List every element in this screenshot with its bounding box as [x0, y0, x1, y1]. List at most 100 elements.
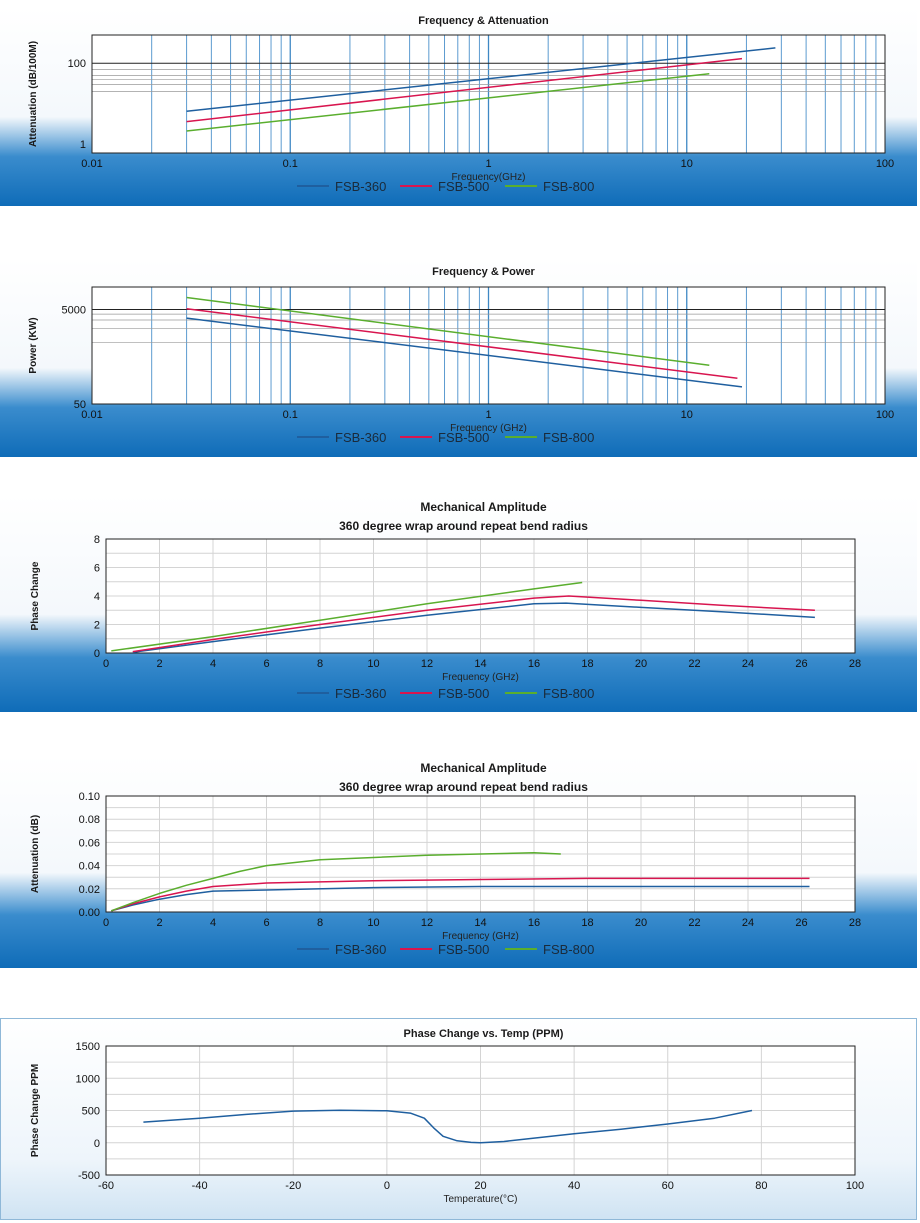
y-tick-label: 1	[80, 139, 86, 151]
y-axis-label: Phase Change PPM	[30, 1064, 41, 1157]
y-tick-label: 100	[68, 58, 86, 70]
y-tick-labels: 0.00 0.02 0.04 0.06 0.08 0.10	[79, 791, 100, 919]
y-tick-label: 0.00	[79, 907, 100, 919]
series-line-fsb-360	[132, 602, 815, 654]
x-tick-label: -40	[192, 1180, 208, 1192]
x-tick-label: 100	[846, 1180, 864, 1192]
x-tick-label: 0	[103, 917, 109, 929]
chart-subtitle: 360 degree wrap around repeat bend radiu…	[339, 519, 588, 533]
y-tick-label: 0	[94, 1138, 100, 1150]
x-tick-label: 22	[688, 917, 700, 929]
legend-label: FSB-500	[438, 686, 489, 701]
x-tick-label: 2	[156, 917, 162, 929]
x-tick-label: 24	[742, 917, 754, 929]
chart-power: Frequency & Power 0.01 0.1 1 10 100 5000 50 Freq…	[0, 259, 917, 457]
plot-border	[105, 538, 856, 654]
x-tick-label: 26	[795, 658, 807, 670]
x-axis-label: Frequency (GHz)	[442, 931, 519, 942]
plot-border	[105, 1045, 856, 1176]
series-lines	[111, 852, 810, 912]
chart-mechanical-attenuation: Mechanical Amplitude 360 degree wrap arou…	[0, 756, 917, 968]
panel-mechanical-attenuation: Mechanical Amplitude 360 degree wrap arou…	[0, 756, 917, 968]
y-tick-label: 1500	[76, 1041, 100, 1053]
x-axis-label: Frequency (GHz)	[450, 423, 527, 434]
x-axis-label: Frequency(GHz)	[452, 172, 526, 183]
legend-label: FSB-360	[335, 179, 386, 194]
chart-attenuation: Frequency & Attenuation 0.01 0.1 1 10 100 1 100…	[0, 8, 917, 206]
y-tick-label: 50	[74, 399, 86, 411]
y-tick-label: 8	[94, 534, 100, 546]
panel-border	[0, 1018, 917, 1220]
x-tick-label: -20	[285, 1180, 301, 1192]
series-line-fsb-360	[186, 47, 776, 112]
legend-label: FSB-800	[543, 430, 594, 445]
legend-label: FSB-500	[438, 179, 489, 194]
x-tick-label: 1	[485, 158, 491, 170]
plot-border	[91, 286, 886, 405]
y-tick-labels: 5000 50	[62, 305, 86, 411]
legend-label: FSB-800	[543, 686, 594, 701]
x-tick-label: 0	[384, 1180, 390, 1192]
y-axis-label: Attenuation (dB/100M)	[28, 41, 39, 147]
y-tick-label: 0.02	[79, 884, 100, 896]
chart-phase-temp: Phase Change vs. Temp (PPM) -60 -40 -20 0 20 4…	[0, 1018, 917, 1220]
y-tick-label: 0	[94, 648, 100, 660]
chart-mechanical-phase: Mechanical Amplitude 360 degree wrap arou…	[0, 495, 917, 712]
series-line-fsb-800	[186, 296, 710, 367]
x-tick-label: 0	[103, 658, 109, 670]
series-lines	[143, 1109, 753, 1144]
legend-label: FSB-500	[438, 942, 489, 957]
x-tick-labels: 0.01 0.1 1 10 100	[81, 158, 894, 170]
x-tick-label: 20	[635, 917, 647, 929]
x-tick-label: 16	[528, 917, 540, 929]
x-tick-label: 8	[317, 917, 323, 929]
x-tick-labels: -60 -40 -20 0 20 40 60 80 100	[98, 1180, 864, 1192]
x-tick-label: 6	[263, 658, 269, 670]
x-tick-label: 14	[474, 658, 486, 670]
x-tick-label: 28	[849, 658, 861, 670]
legend-label: FSB-360	[335, 942, 386, 957]
x-tick-label: 4	[210, 658, 216, 670]
x-tick-labels: 0 2 4 6 8 10 12 14 16 18 20 22 24 26 28	[103, 917, 861, 929]
x-tick-label: 0.1	[283, 409, 298, 421]
y-axis-label: Attenuation (dB)	[30, 815, 41, 893]
x-tick-label: 10	[681, 409, 693, 421]
y-axis-label: Phase Change	[30, 561, 41, 630]
x-tick-label: -60	[98, 1180, 114, 1192]
series-lines	[186, 296, 743, 388]
legend: FSB-360 FSB-500 FSB-800	[297, 179, 594, 194]
x-tick-label: 20	[635, 658, 647, 670]
y-tick-label: 0.08	[79, 814, 100, 826]
x-tick-label: 26	[795, 917, 807, 929]
x-tick-label: 1	[485, 409, 491, 421]
legend-label: FSB-800	[543, 179, 594, 194]
x-tick-label: 4	[210, 917, 216, 929]
panel-phase-temp: Phase Change vs. Temp (PPM) -60 -40 -20 0 20 4…	[0, 1018, 917, 1220]
y-tick-label: 0.06	[79, 837, 100, 849]
y-axis-label: Power (KW)	[28, 317, 39, 373]
x-tick-label: 12	[421, 658, 433, 670]
chart-title: Frequency & Attenuation	[418, 15, 549, 27]
series-line-fsb-360	[111, 885, 810, 912]
x-tick-label: 0.01	[81, 409, 102, 421]
series-line-fsb-360	[186, 317, 743, 388]
grid	[105, 795, 856, 913]
x-tick-label: 10	[367, 917, 379, 929]
legend-label: FSB-360	[335, 430, 386, 445]
x-tick-label: 40	[568, 1180, 580, 1192]
chart-title: Mechanical Amplitude	[420, 761, 547, 775]
series-line-phase	[143, 1109, 753, 1144]
series-line-fsb-500	[186, 57, 743, 123]
grid	[92, 35, 885, 153]
x-tick-label: 100	[876, 409, 894, 421]
x-tick-label: 18	[581, 917, 593, 929]
x-tick-label: 0.1	[283, 158, 298, 170]
x-tick-label: 10	[681, 158, 693, 170]
x-tick-label: 100	[876, 158, 894, 170]
x-axis-label: Temperature(°C)	[443, 1194, 517, 1205]
chart-title: Mechanical Amplitude	[420, 500, 547, 514]
series-line-fsb-500	[132, 595, 815, 653]
plot-border	[91, 34, 886, 154]
series-lines	[186, 47, 776, 132]
grid	[92, 287, 885, 405]
